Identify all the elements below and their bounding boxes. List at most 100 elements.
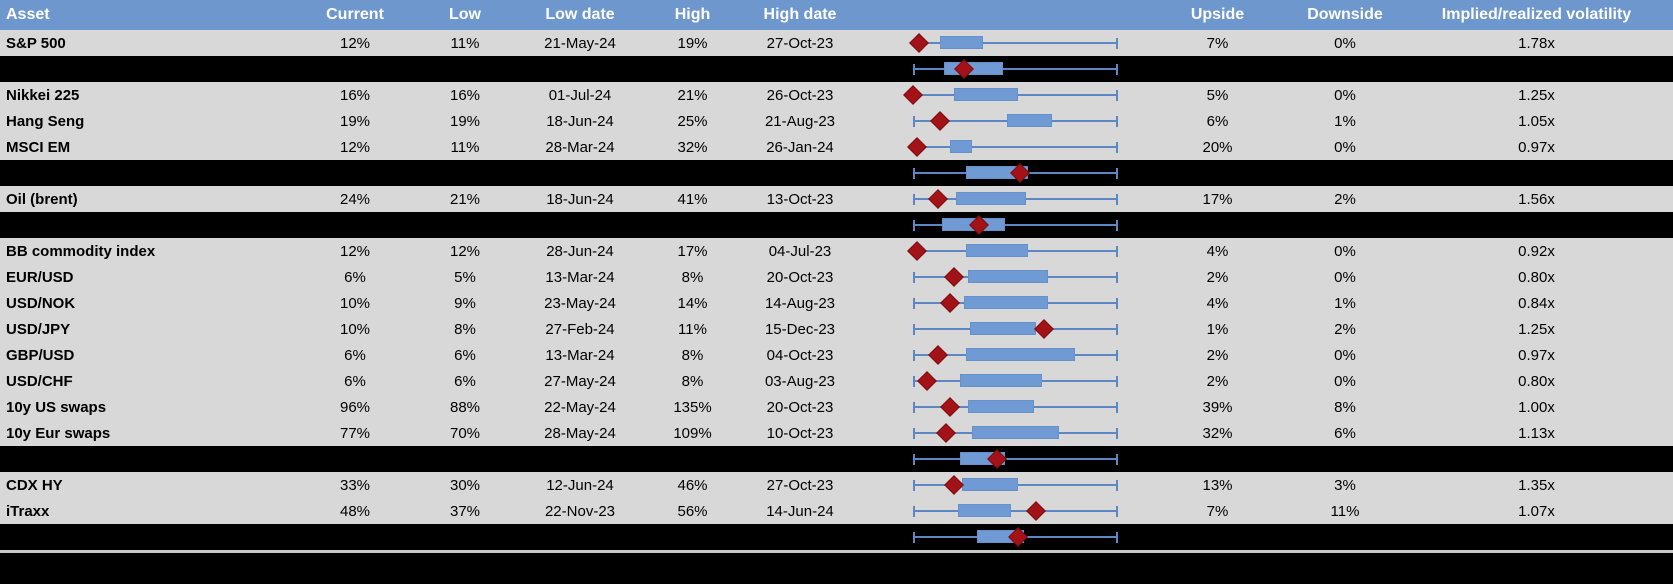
range-chart-cell	[855, 160, 1145, 186]
whisker-cap-right	[1116, 298, 1118, 309]
cell-ratio: 1.56x	[1518, 190, 1555, 208]
cell-upside: 6%	[1206, 112, 1229, 130]
cell-high-date: 26-Jan-24	[766, 138, 834, 156]
cell-low-date: 27-Feb-24	[545, 320, 615, 338]
asset-label: MSCI EM	[6, 138, 71, 156]
current-level-diamond-icon	[907, 241, 927, 261]
cell-upside: 1%	[1206, 320, 1229, 338]
cell-low: 5%	[454, 268, 476, 286]
cell-current: 24%	[339, 190, 371, 208]
cell-high: 8%	[681, 372, 704, 390]
range-chart-cell	[855, 238, 1145, 264]
whisker-cap-right	[1116, 506, 1118, 517]
table-row: CDX HY 33% 30% 12-Jun-24 46% 27-Oct-23 13% 3% 1.…	[0, 472, 1673, 498]
interquartile-box	[964, 296, 1049, 309]
cell-low-date: 23-May-24	[544, 294, 616, 312]
cell-low: 6%	[454, 372, 476, 390]
table-row: USD/NOK 10% 9% 23-May-24 14% 14-Aug-23 4% 1% 0.8…	[0, 290, 1673, 316]
range-boxplot	[913, 394, 1118, 420]
whisker-line	[919, 42, 1118, 44]
range-chart-cell	[855, 212, 1145, 238]
cell-high-date: 14-Aug-23	[764, 294, 836, 312]
cell-low: 37%	[449, 502, 481, 520]
range-chart-cell	[855, 524, 1145, 550]
table-body: S&P 500 12% 11% 21-May-24 19% 27-Oct-23 7% 0% 1.…	[0, 30, 1673, 550]
range-chart-cell	[855, 420, 1145, 446]
whisker-cap-left	[913, 64, 915, 75]
cell-current: 6%	[344, 372, 366, 390]
cell-ratio: 1.13x	[1518, 424, 1555, 442]
whisker-cap-right	[1116, 402, 1118, 413]
range-boxplot	[913, 108, 1118, 134]
column-header-implied-realized: Implied/realized volatility	[1441, 6, 1632, 23]
range-boxplot	[907, 238, 1118, 264]
cell-low-date: 21-May-24	[544, 34, 616, 52]
interquartile-box	[970, 322, 1036, 335]
cell-current: 19%	[339, 112, 371, 130]
column-header-upside: Upside	[1190, 6, 1245, 23]
cell-ratio: 0.92x	[1518, 242, 1555, 260]
whisker-cap-left	[913, 532, 915, 543]
range-boxplot	[913, 498, 1118, 524]
current-level-diamond-icon	[929, 111, 950, 131]
cell-low-date: 28-May-24	[544, 424, 616, 442]
cell-high-date: 14-Jun-24	[766, 502, 834, 520]
cell-current: 10%	[339, 294, 371, 312]
cell-current: 12%	[339, 138, 371, 156]
whisker-cap-left	[913, 376, 915, 387]
range-chart-cell	[855, 316, 1145, 342]
range-boxplot	[913, 316, 1118, 342]
cell-ratio: 1.05x	[1518, 112, 1555, 130]
cell-upside: 5%	[1206, 86, 1229, 104]
current-level-diamond-icon	[944, 267, 964, 287]
cell-downside: 0%	[1334, 268, 1356, 286]
cell-current: 77%	[339, 424, 371, 442]
cell-low-date: 22-Nov-23	[544, 502, 616, 520]
cell-high: 46%	[677, 476, 708, 494]
whisker-cap-right	[1116, 142, 1118, 153]
cell-downside: 0%	[1334, 86, 1356, 104]
range-boxplot	[913, 446, 1118, 472]
cell-ratio: 1.25x	[1518, 320, 1555, 338]
table-row: Oil (brent) 24% 21% 18-Jun-24 41% 13-Oct-23 17…	[0, 186, 1673, 212]
range-chart-cell	[855, 498, 1145, 524]
whisker-cap-left	[913, 116, 915, 127]
cell-downside: 2%	[1334, 320, 1356, 338]
cell-high-date: 04-Jul-23	[768, 242, 832, 260]
range-boxplot	[909, 30, 1118, 56]
current-level-diamond-icon	[944, 475, 964, 495]
asset-label: USD/CHF	[6, 372, 73, 390]
current-level-diamond-icon	[927, 345, 948, 365]
range-chart-cell	[855, 108, 1145, 134]
whisker-cap-right	[1116, 454, 1118, 465]
whisker-cap-left	[913, 168, 915, 179]
range-chart-cell	[855, 264, 1145, 290]
cell-high: 21%	[677, 86, 708, 104]
range-chart-cell	[855, 56, 1145, 82]
whisker-cap-left	[913, 324, 915, 335]
cell-high: 41%	[677, 190, 708, 208]
cell-high: 135%	[673, 398, 712, 416]
cell-downside: 2%	[1334, 190, 1356, 208]
cell-high: 32%	[677, 138, 708, 156]
column-header-low-date: Low date	[545, 6, 615, 23]
cell-upside: 2%	[1206, 268, 1229, 286]
table-row: BB commodity index 12% 12% 28-Jun-24 17% 04-J…	[0, 238, 1673, 264]
whisker-cap-right	[1116, 376, 1118, 387]
whisker-cap-right	[1116, 194, 1118, 205]
asset-label: 10y US swaps	[6, 398, 107, 416]
table-row: USD/CHF 6% 6% 27-May-24 8% 03-Aug-23 2% 0% 0.80x	[0, 368, 1673, 394]
table-row: Hang Seng 19% 19% 18-Jun-24 25% 21-Aug-23 6% 1%…	[0, 108, 1673, 134]
cell-downside: 8%	[1334, 398, 1356, 416]
table-row: S&P 500 12% 11% 21-May-24 19% 27-Oct-23 7% 0% 1.…	[0, 30, 1673, 56]
cell-downside: 3%	[1334, 476, 1356, 494]
whisker-cap-left	[913, 194, 915, 205]
interquartile-box	[939, 36, 983, 49]
current-level-diamond-icon	[1034, 319, 1055, 339]
current-level-diamond-icon	[939, 293, 960, 313]
cell-ratio: 1.78x	[1518, 34, 1555, 52]
cell-high: 109%	[673, 424, 712, 442]
whisker-cap-right	[1116, 324, 1118, 335]
range-boxplot	[907, 134, 1118, 160]
range-boxplot	[913, 290, 1118, 316]
